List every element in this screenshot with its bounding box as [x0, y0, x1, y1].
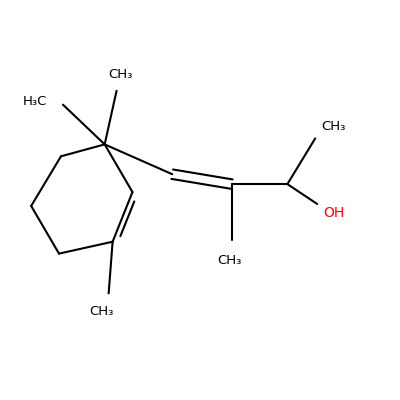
Text: CH₃: CH₃ — [218, 254, 242, 267]
Text: CH₃: CH₃ — [89, 305, 114, 318]
Text: OH: OH — [323, 206, 344, 220]
Text: H₃C: H₃C — [23, 95, 48, 108]
Text: CH₃: CH₃ — [108, 68, 133, 81]
Text: CH₃: CH₃ — [321, 120, 346, 133]
